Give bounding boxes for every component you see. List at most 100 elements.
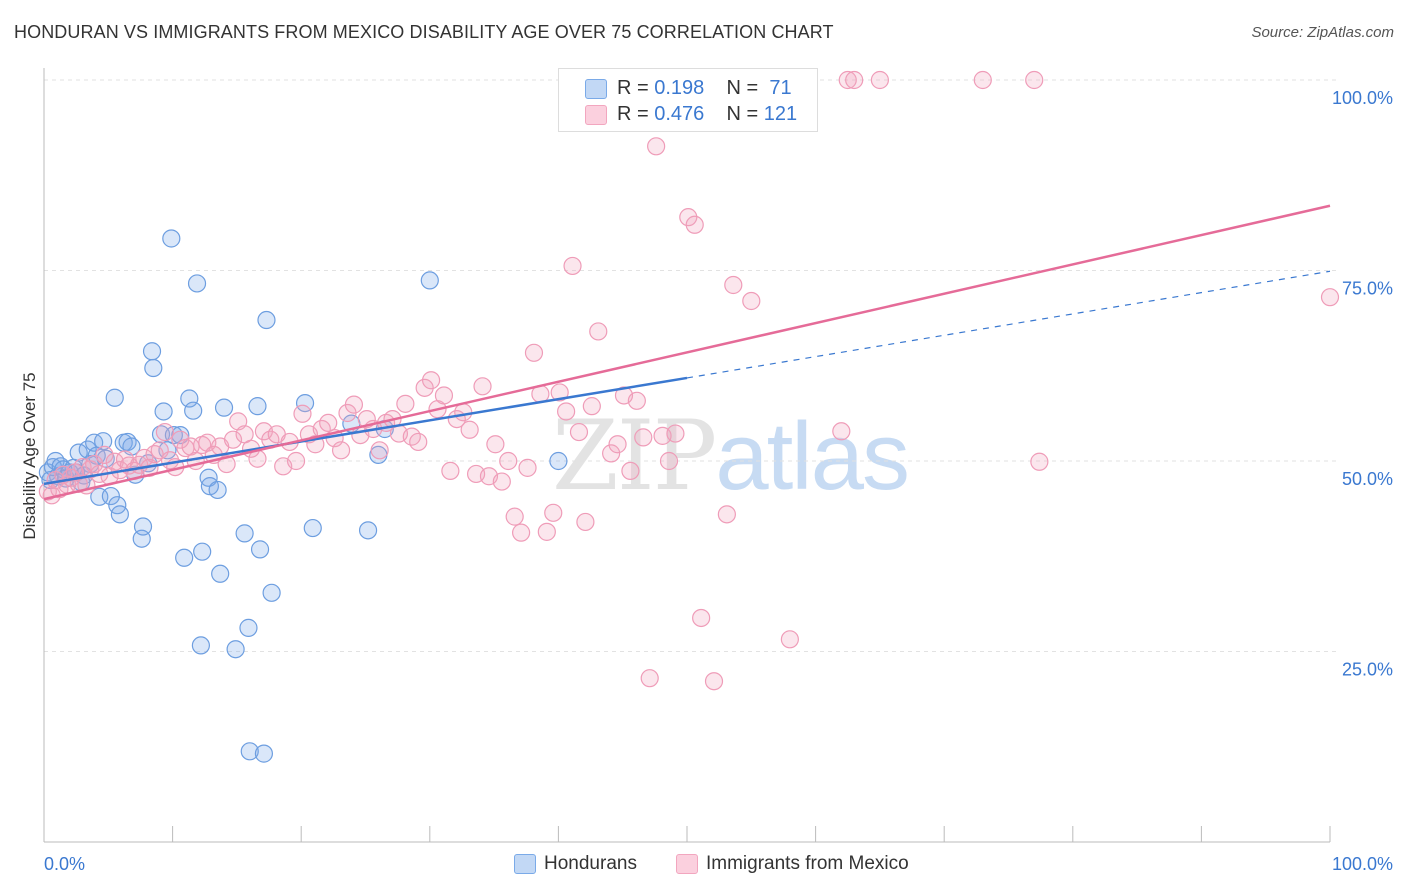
y-tick-label: 100.0%	[1332, 88, 1393, 108]
mexico-point	[640, 669, 659, 688]
mexico-point	[742, 291, 761, 311]
mexico-point	[537, 522, 556, 541]
mexico-point	[569, 422, 589, 442]
n-label: N =	[726, 77, 759, 99]
mexico-point	[331, 441, 351, 460]
honduran-point	[239, 618, 258, 637]
honduran-point	[226, 640, 245, 659]
mexico-point	[370, 441, 389, 460]
y-tick-label: 50.0%	[1342, 469, 1393, 489]
source-note: Source: ZipAtlas.com	[1251, 24, 1394, 41]
honduran-point	[187, 274, 207, 293]
mexico-point	[319, 413, 338, 432]
legend-text-hondurans: R = 0.198 N = 71	[617, 77, 792, 100]
mexico-point	[838, 70, 857, 90]
mexico-point	[692, 608, 711, 628]
mexico-point	[223, 430, 243, 449]
honduran-point	[105, 388, 124, 407]
mexico-point	[870, 70, 890, 90]
n-value-hondurans: 71	[769, 77, 792, 99]
honduran-point	[162, 229, 181, 248]
honduran-point	[94, 432, 113, 451]
honduran-point	[250, 540, 270, 559]
honduran-trendline	[43, 376, 688, 486]
watermark-atlas: atlas	[715, 403, 910, 510]
honduran-point	[235, 524, 254, 543]
bottom-swatch-mexico	[676, 854, 698, 874]
r-value-hondurans: 0.198	[654, 77, 705, 99]
mexico-point	[1320, 288, 1340, 307]
honduran-point	[262, 583, 281, 602]
honduran-point	[211, 564, 230, 583]
mexico-point	[627, 391, 646, 410]
mexico-point	[832, 422, 851, 441]
correlation-legend: R = 0.198 N = 71 R = 0.476 N = 121	[558, 68, 818, 132]
mexico-point	[409, 432, 428, 452]
r-label: R =	[617, 77, 649, 99]
honduran-point	[257, 310, 276, 330]
honduran-point	[254, 744, 274, 763]
mexico-point	[845, 70, 864, 90]
honduran-point	[303, 518, 322, 538]
x-tick-label: 0.0%	[44, 854, 85, 874]
mexico-point	[286, 451, 306, 471]
chart-title: HONDURAN VS IMMIGRANTS FROM MEXICO DISAB…	[14, 22, 834, 42]
legend-swatch-hondurans	[585, 79, 607, 99]
mexico-point	[724, 275, 743, 295]
mexico-point	[396, 394, 415, 413]
honduran-point	[154, 402, 173, 421]
mexico-point	[602, 444, 621, 463]
honduran-point	[191, 636, 210, 655]
honduran-point	[175, 548, 194, 567]
honduran-point	[184, 401, 203, 420]
mexico-point	[704, 672, 724, 691]
honduran-point	[208, 480, 227, 500]
mexico-point	[563, 256, 582, 276]
honduran-point	[144, 358, 163, 378]
mexico-point	[155, 422, 174, 442]
mexico-point	[512, 523, 531, 542]
honduran-point	[101, 486, 120, 506]
mexico-trendline	[43, 204, 1331, 501]
mexico-point	[415, 378, 434, 397]
x-tick-label: 100.0%	[1332, 854, 1393, 874]
honduran-point	[240, 742, 259, 761]
mexico-point	[634, 428, 653, 447]
legend-swatch-mexico	[585, 105, 607, 125]
mexico-point	[666, 424, 685, 443]
mexico-point	[492, 472, 511, 491]
mexico-point	[1025, 70, 1044, 90]
mexico-point	[344, 395, 364, 414]
r-value-mexico: 0.476	[654, 103, 705, 125]
bottom-label-mexico: Immigrants from Mexico	[706, 853, 909, 874]
mexico-point	[647, 137, 666, 156]
y-axis-label: Disability Age Over 75	[20, 372, 39, 540]
mexico-point	[454, 403, 473, 422]
n-label: N =	[726, 103, 759, 125]
mexico-point	[460, 420, 479, 439]
watermark: ZIPatlas	[552, 400, 910, 512]
mexico-point	[505, 507, 524, 526]
mexico-point	[780, 630, 799, 649]
mexico-point	[499, 451, 518, 471]
honduran-trendline-extension	[686, 270, 1331, 379]
mexico-point	[582, 397, 601, 416]
mexico-point	[518, 458, 537, 477]
honduran-point	[110, 505, 129, 524]
bottom-label-hondurans: Hondurans	[544, 853, 637, 874]
mexico-point	[524, 343, 544, 362]
mexico-point	[717, 505, 736, 524]
honduran-point	[214, 398, 234, 417]
honduran-point	[142, 342, 162, 361]
mexico-point	[217, 454, 236, 474]
r-label: R =	[617, 103, 649, 125]
honduran-point	[133, 517, 153, 536]
mexico-point	[421, 371, 441, 390]
mexico-point	[550, 383, 569, 402]
mexico-point	[293, 404, 312, 423]
mexico-point	[576, 512, 595, 532]
mexico-point	[95, 445, 114, 465]
mexico-point	[434, 386, 454, 405]
mexico-point	[973, 70, 992, 90]
bottom-swatch-hondurans	[514, 854, 536, 874]
